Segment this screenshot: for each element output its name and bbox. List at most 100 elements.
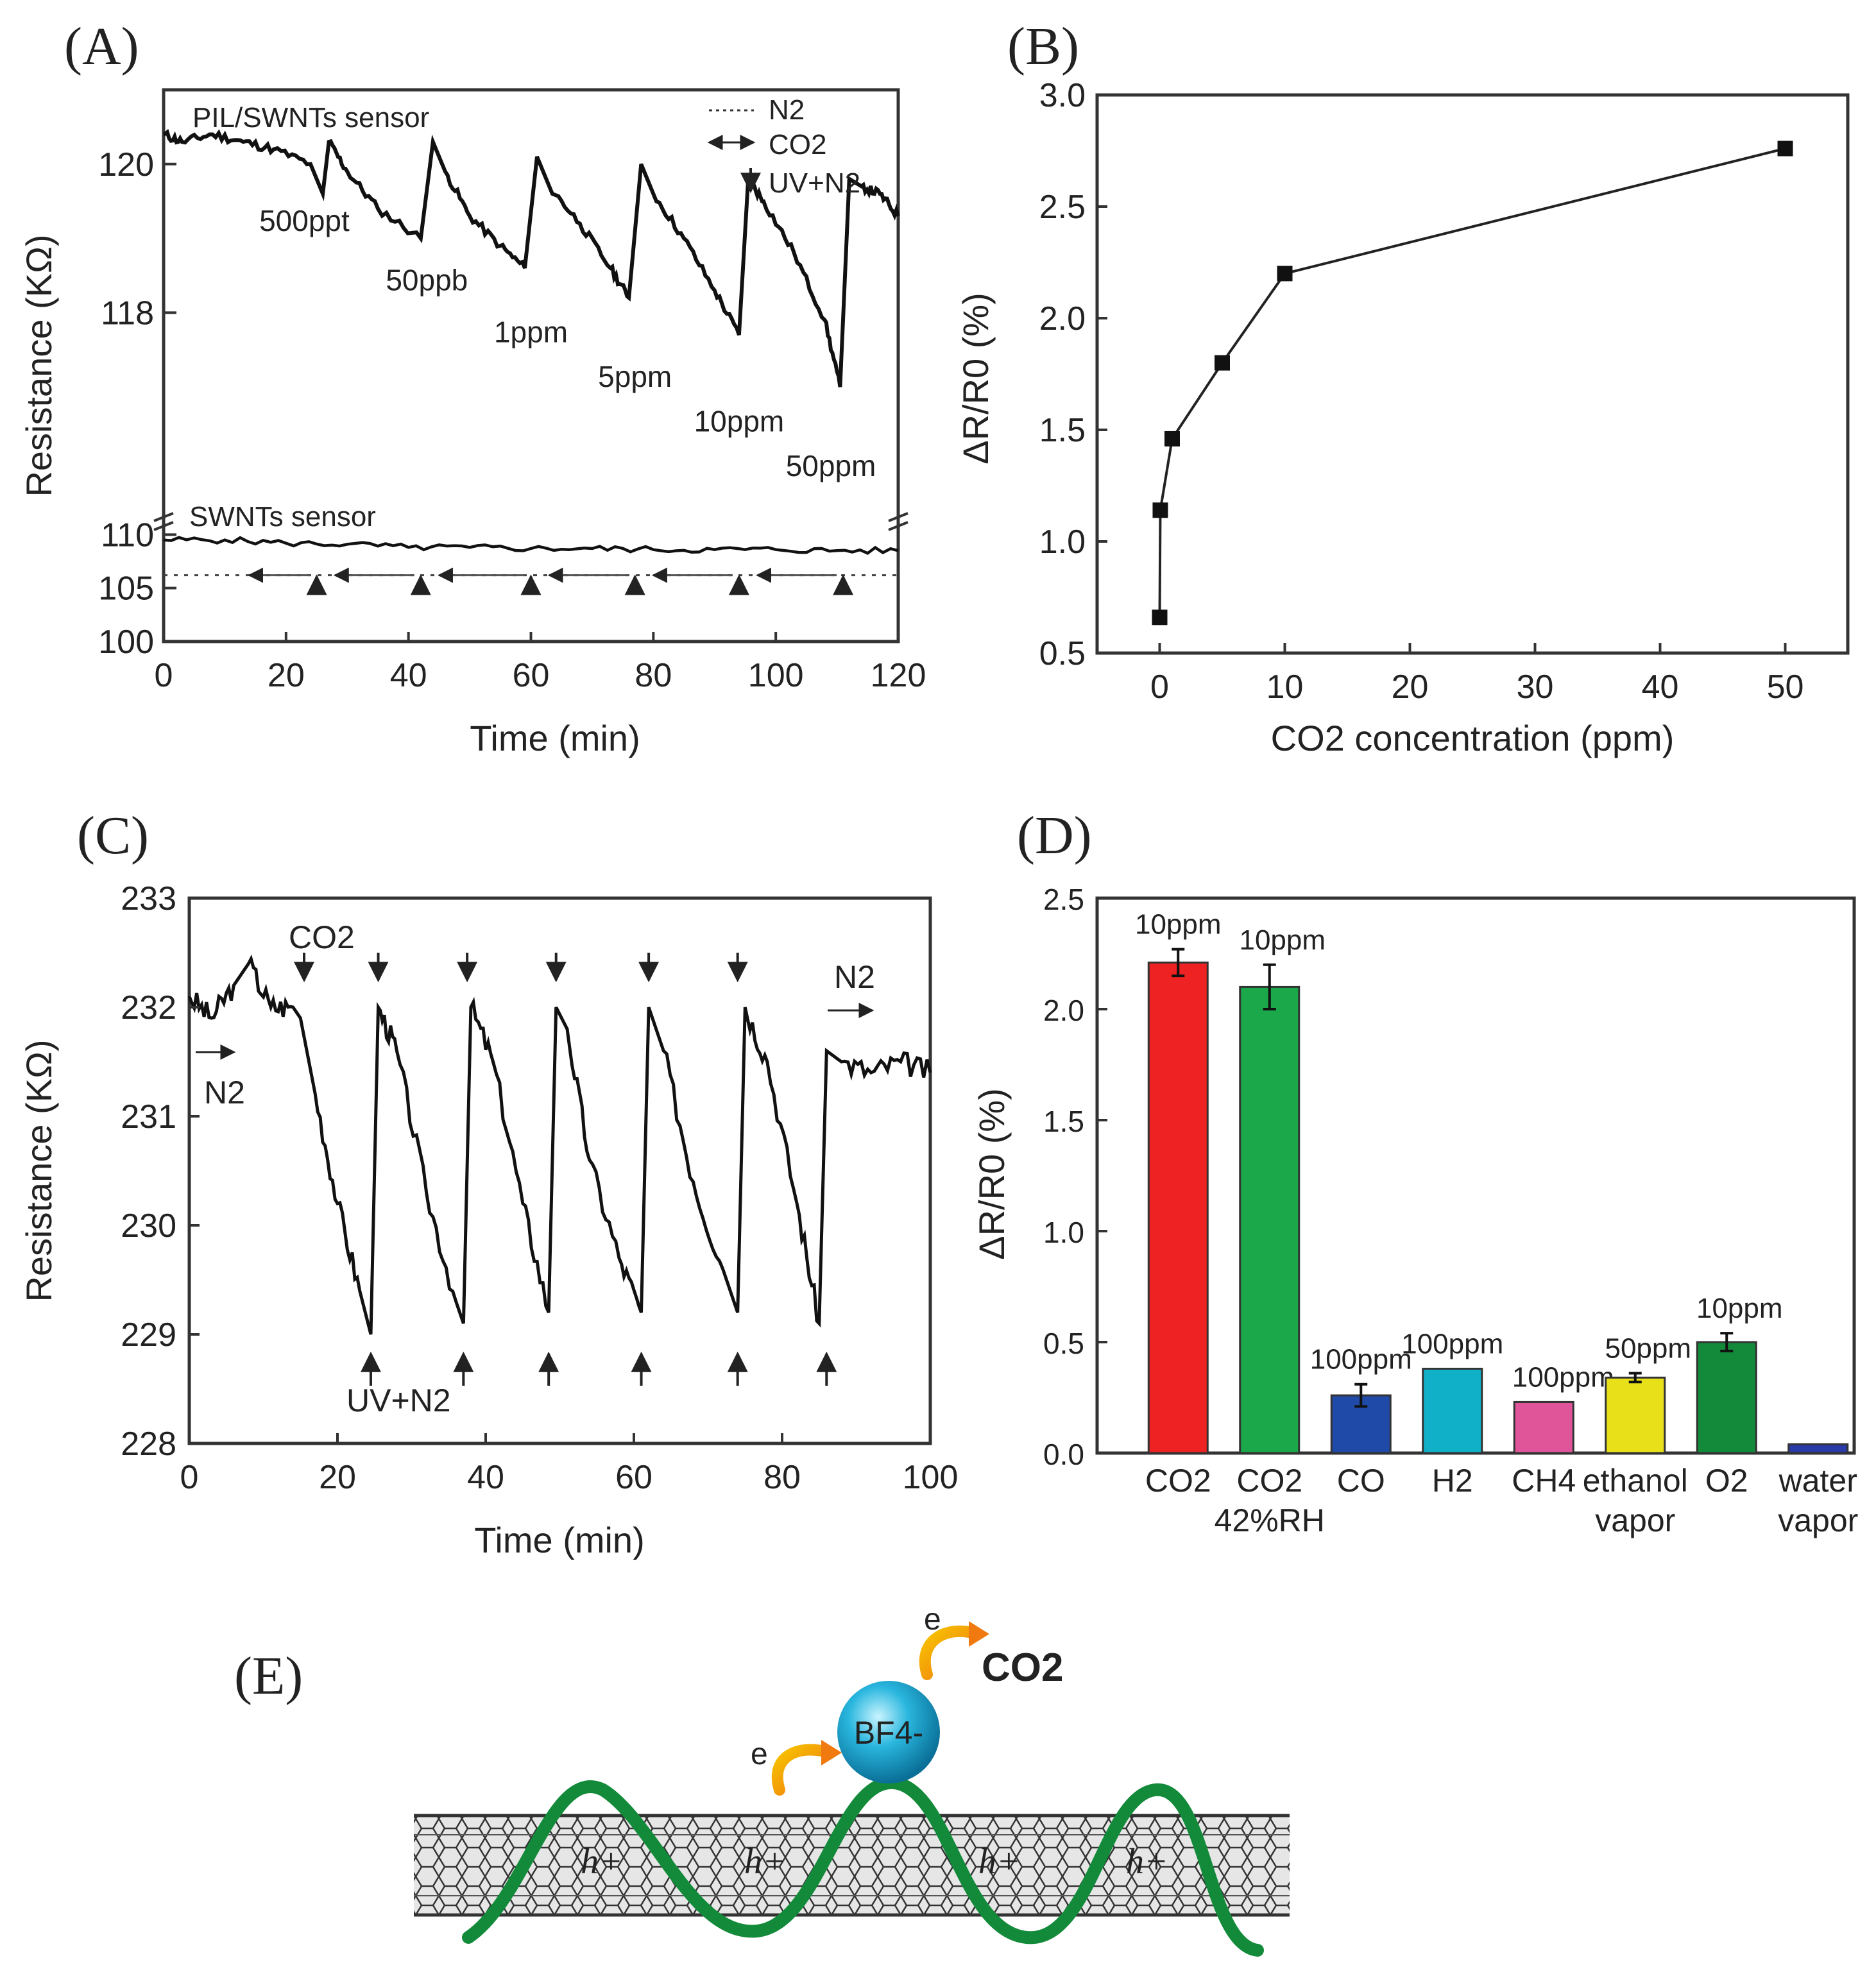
electron-arrow-upper-head <box>969 1621 989 1647</box>
bar-6 <box>1696 1341 1757 1454</box>
bar-concentration-4: 100ppm <box>1512 1361 1614 1393</box>
panel-c-n2-end: N2 <box>834 959 875 995</box>
panel-a-co2-arrows <box>248 567 854 595</box>
panel-c-y-ticks: 228 229 230 231 232 233 <box>121 880 200 1463</box>
b-x-tick-label: 50 <box>1767 668 1804 706</box>
a-x-tick-label: 0 <box>155 657 173 694</box>
panel-c-co2-label: CO2 <box>289 919 355 955</box>
nanotube <box>414 1814 1290 1917</box>
bar-category-label-3: H2 <box>1432 1463 1473 1499</box>
a-x-tick-label: 60 <box>513 657 550 694</box>
bar-5 <box>1605 1376 1666 1454</box>
bar-concentration-1: 10ppm <box>1239 924 1326 956</box>
b-x-tick-label: 40 <box>1642 668 1679 706</box>
a-annotation: 5ppm <box>598 360 672 393</box>
holes: h+ h+ h+ h+ <box>581 1842 1168 1882</box>
b-x-tick-label: 0 <box>1150 668 1169 706</box>
b-data-point <box>1152 502 1168 518</box>
bar-category-label-0: CO2 <box>1145 1463 1211 1499</box>
b-data-point <box>1152 609 1168 625</box>
panel-a-y-ticks: 118 120 100 105 110 <box>98 146 176 661</box>
c-y-tick-label: 229 <box>121 1316 176 1354</box>
a-annotation: 500ppt <box>259 204 350 237</box>
panel-b-y-ticks: 0.5 1.0 1.5 2.0 2.5 3.0 <box>1039 77 1107 672</box>
bar-concentration-3: 100ppm <box>1401 1329 1503 1360</box>
b-y-tick-label: 2.5 <box>1039 189 1086 226</box>
panel-a-axis-break-left <box>153 512 174 531</box>
a-annotation: 10ppm <box>694 405 785 438</box>
panel-c-x-ticks: 0 20 40 60 80 100 <box>180 1433 959 1496</box>
panel-a-series-label-swnt: SWNTs sensor <box>189 501 376 532</box>
bar-category-sublabel-1: 42%RH <box>1215 1502 1325 1538</box>
bar-category-label-6: O2 <box>1705 1463 1748 1499</box>
bar-1 <box>1239 985 1300 1454</box>
c-x-tick-label: 0 <box>180 1459 199 1496</box>
panel-a-x-ticks: 0 20 40 60 80 100 120 <box>155 632 926 694</box>
panel-d-y-ticks: 0.0 0.5 1.0 1.5 2.0 2.5 <box>1043 883 1107 1471</box>
panel-c-y-label: Resistance (KΩ) <box>19 1039 59 1302</box>
panel-e-label: (E) <box>234 1646 303 1706</box>
panel-a-series-pil <box>163 129 900 387</box>
panel-d-label: (D) <box>1017 806 1092 865</box>
panel-c-n2-start: N2 <box>204 1075 245 1110</box>
b-y-tick-label: 1.0 <box>1039 523 1086 561</box>
panel-b-frame <box>1095 93 1850 655</box>
a-y-tick-label: 110 <box>101 516 154 554</box>
bar-category-label-2: CO <box>1337 1463 1385 1499</box>
c-x-tick-label: 60 <box>615 1459 652 1496</box>
panel-a-label: (A) <box>64 17 139 76</box>
c-y-tick-label: 233 <box>121 880 176 917</box>
bar-concentration-5: 50ppm <box>1605 1332 1691 1364</box>
a-y-tick-label: 120 <box>98 146 154 183</box>
bar-category-sublabel-7: vapor <box>1778 1502 1858 1538</box>
d-y-tick-label: 0.0 <box>1043 1438 1084 1471</box>
electron-arrow-lower-head <box>821 1740 842 1766</box>
bar-category-label-4: CH4 <box>1512 1463 1576 1499</box>
b-y-tick-label: 1.5 <box>1039 412 1086 449</box>
polymer-chain <box>462 1776 1264 1957</box>
d-y-tick-label: 2.0 <box>1043 994 1084 1027</box>
hole-label-3: h+ <box>978 1842 1021 1882</box>
c-x-tick-label: 80 <box>763 1459 801 1496</box>
panel-d-y-label: ΔR/R0 (%) <box>971 1088 1012 1260</box>
c-x-tick-label: 100 <box>903 1459 959 1496</box>
electron-arrow-upper <box>919 1625 978 1680</box>
a-annotation: 1ppm <box>494 316 568 349</box>
panel-b-x-label: CO2 concentration (ppm) <box>1271 718 1675 758</box>
bar-3 <box>1422 1368 1483 1454</box>
panel-a: (A) 0 20 40 60 80 100 120 118 120 100 105 110 500p… <box>19 17 926 758</box>
a-annotation: 50ppm <box>786 449 876 482</box>
panel-c-arrows <box>294 953 837 1386</box>
panel-b: (B) 0 10 20 30 40 50 0.5 1.0 1.5 2.0 2.5 3.0 CO2 c… <box>955 17 1850 758</box>
c-y-tick-label: 228 <box>121 1425 176 1463</box>
panel-c-x-label: Time (min) <box>474 1520 644 1560</box>
c-x-tick-label: 40 <box>467 1459 504 1496</box>
a-y-tick-label: 100 <box>98 624 154 661</box>
b-y-tick-label: 0.5 <box>1039 635 1086 672</box>
legend-n2: N2 <box>769 94 805 126</box>
b-x-tick-label: 30 <box>1517 668 1554 706</box>
bar-concentration-0: 10ppm <box>1135 909 1222 940</box>
panel-e: (E) h+ h+ h+ h+ BF4- e e CO2 <box>234 1603 1290 1957</box>
panel-b-label: (B) <box>1007 17 1079 76</box>
hole-label-4: h+ <box>1126 1842 1168 1882</box>
panel-b-points <box>1152 140 1793 625</box>
bar-7 <box>1787 1443 1849 1454</box>
b-y-tick-label: 3.0 <box>1039 77 1086 114</box>
a-x-tick-label: 40 <box>390 657 427 694</box>
panel-c-frame <box>187 896 932 1445</box>
a-y-tick-label: 118 <box>101 294 154 332</box>
b-x-tick-label: 20 <box>1392 668 1429 706</box>
c-y-tick-label: 232 <box>121 989 176 1026</box>
d-y-tick-label: 0.5 <box>1043 1327 1084 1360</box>
legend-uv: UV+N2 <box>769 167 860 199</box>
panel-b-line <box>1158 147 1786 618</box>
b-data-point <box>1215 355 1230 371</box>
panel-b-x-ticks: 0 10 20 30 40 50 <box>1150 643 1804 706</box>
a-y-tick-label: 105 <box>98 570 154 608</box>
